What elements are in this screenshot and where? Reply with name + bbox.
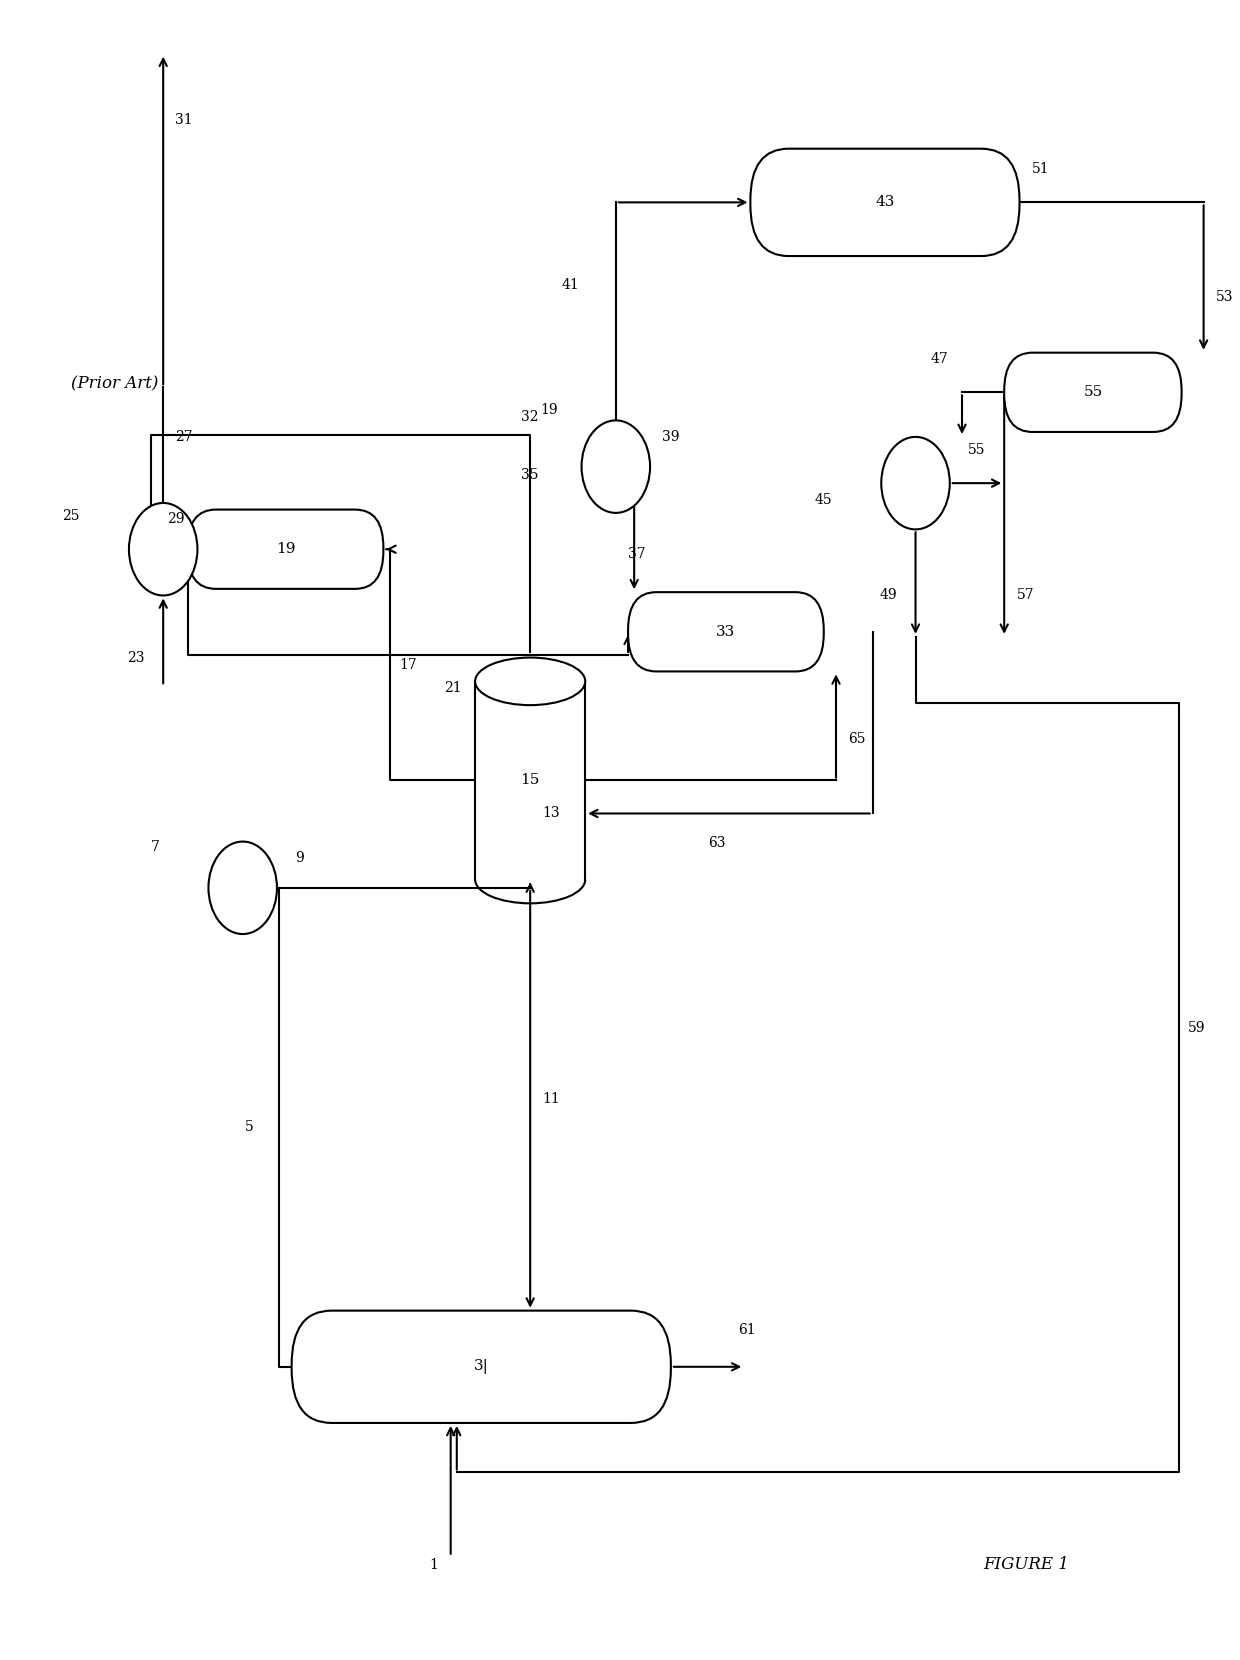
Text: 33: 33 [717, 624, 735, 639]
Text: 37: 37 [627, 548, 646, 561]
Text: 63: 63 [708, 837, 725, 850]
Text: 9: 9 [295, 852, 304, 865]
Text: 17: 17 [399, 657, 417, 672]
Text: 21: 21 [445, 681, 463, 696]
Text: 29: 29 [166, 513, 185, 526]
Text: 55: 55 [1084, 385, 1102, 400]
Text: 43: 43 [875, 196, 894, 209]
Text: 31: 31 [175, 113, 193, 126]
Text: 59: 59 [1188, 1021, 1205, 1036]
Text: 35: 35 [521, 468, 538, 481]
Circle shape [582, 420, 650, 513]
Text: 32: 32 [521, 410, 538, 423]
FancyBboxPatch shape [627, 593, 823, 671]
Text: 39: 39 [662, 430, 680, 443]
Ellipse shape [475, 657, 585, 706]
FancyBboxPatch shape [187, 510, 383, 589]
Text: 47: 47 [931, 352, 949, 367]
Text: 1: 1 [429, 1559, 439, 1572]
Text: FIGURE 1: FIGURE 1 [983, 1557, 1069, 1574]
Bar [475, 681, 585, 880]
FancyBboxPatch shape [1004, 352, 1182, 432]
Text: 19: 19 [275, 543, 295, 556]
Text: 11: 11 [542, 1092, 560, 1106]
Text: 51: 51 [1032, 163, 1049, 176]
Text: 65: 65 [848, 732, 866, 745]
Text: 5: 5 [244, 1120, 253, 1134]
Text: 3|: 3| [474, 1360, 489, 1374]
Text: 19: 19 [539, 403, 558, 417]
Circle shape [882, 437, 950, 530]
Text: 41: 41 [562, 277, 579, 292]
Text: 61: 61 [738, 1323, 755, 1338]
Text: 53: 53 [1216, 290, 1234, 304]
Circle shape [129, 503, 197, 596]
Circle shape [208, 842, 277, 935]
Text: 49: 49 [879, 588, 898, 603]
Text: 13: 13 [542, 807, 560, 820]
Text: 7: 7 [150, 840, 160, 853]
Text: 27: 27 [175, 430, 193, 443]
Text: 45: 45 [815, 493, 832, 506]
FancyBboxPatch shape [750, 149, 1019, 256]
Text: 55: 55 [968, 443, 986, 457]
Text: 57: 57 [1017, 588, 1034, 603]
Text: 23: 23 [128, 651, 145, 666]
Text: 25: 25 [62, 510, 81, 523]
FancyBboxPatch shape [291, 1311, 671, 1423]
Text: (Prior Art): (Prior Art) [72, 375, 159, 392]
Text: 15: 15 [521, 774, 539, 787]
